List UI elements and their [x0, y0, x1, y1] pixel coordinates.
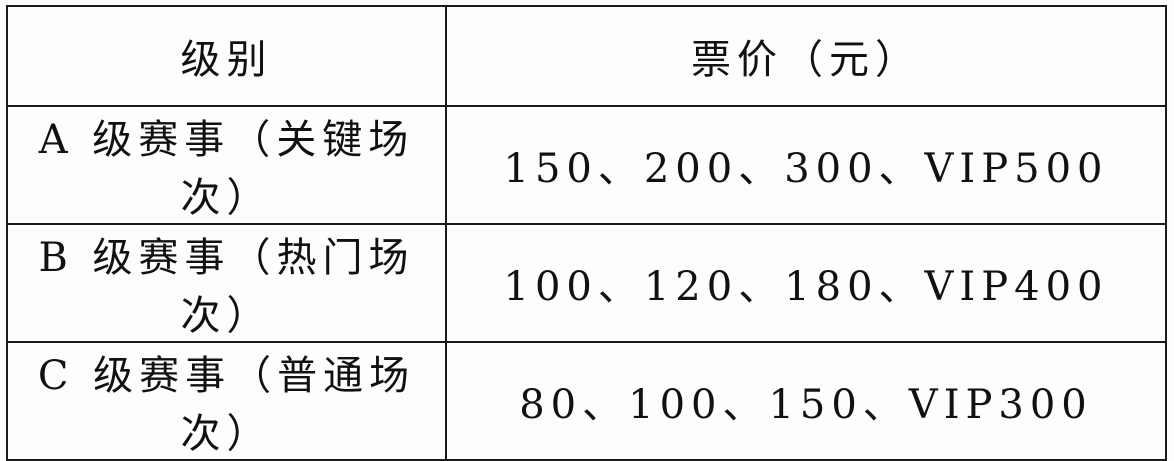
header-row: 级别 票价（元） [6, 5, 1167, 107]
level-cell: B 级赛事（热门场次） [6, 223, 447, 343]
header-price: 票价（元） [445, 5, 1167, 107]
price-cell: 100、120、180、VIP400 [445, 223, 1167, 343]
table-row: A 级赛事（关键场次） 150、200、300、VIP500 [6, 105, 1167, 225]
table-row: B 级赛事（热门场次） 100、120、180、VIP400 [6, 223, 1167, 343]
table-row: C 级赛事（普通场次） 80、100、150、VIP300 [6, 341, 1167, 461]
ticket-price-table: 级别 票价（元） A 级赛事（关键场次） 150、200、300、VIP500 … [6, 5, 1167, 461]
header-level: 级别 [6, 5, 447, 107]
level-cell: C 级赛事（普通场次） [6, 341, 447, 461]
price-cell: 150、200、300、VIP500 [445, 105, 1167, 225]
level-cell: A 级赛事（关键场次） [6, 105, 447, 225]
price-cell: 80、100、150、VIP300 [445, 341, 1167, 461]
